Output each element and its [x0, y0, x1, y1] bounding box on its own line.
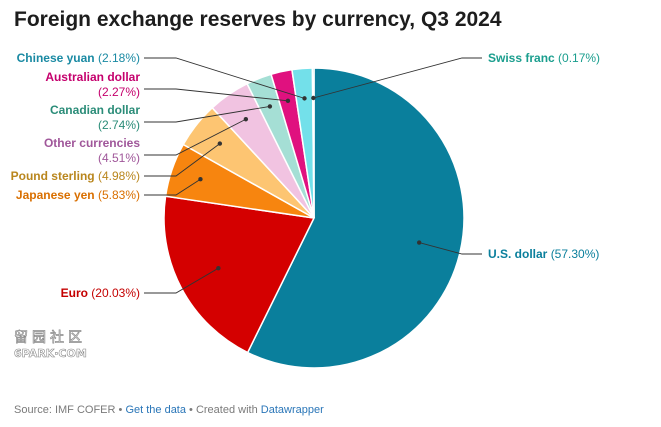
- leader-line-canadian-dollar: [144, 105, 270, 123]
- label-name-swiss-franc: Swiss franc: [488, 51, 558, 65]
- label-name-u-s-dollar: U.S. dollar: [488, 247, 551, 261]
- label-name-japanese-yen: Japanese yen: [16, 188, 98, 202]
- leader-dot-chinese-yuan: [302, 96, 307, 101]
- chart-title: Foreign exchange reserves by currency, Q…: [14, 8, 502, 31]
- label-value-u-s-dollar: (57.30%): [551, 247, 600, 261]
- leader-line-australian-dollar: [144, 88, 288, 102]
- label-name-pound-sterling: Pound sterling: [11, 169, 98, 183]
- label-australian-dollar: Australian dollar (2.27%): [45, 70, 140, 99]
- watermark-logo: 留园社区 6PARK·COM: [12, 326, 102, 362]
- label-value-swiss-franc: (0.17%): [558, 51, 600, 65]
- footer-separator: •: [115, 404, 126, 416]
- slice-swiss-franc: [311, 67, 315, 219]
- label-u-s-dollar: U.S. dollar (57.30%): [488, 247, 599, 261]
- pie-slices: [163, 67, 465, 369]
- slice-labels: U.S. dollar (57.30%) Euro (20.03%) Japanes…: [11, 51, 600, 300]
- label-swiss-franc: Swiss franc (0.17%): [488, 51, 600, 65]
- label-value-euro: (20.03%): [91, 286, 140, 300]
- label-canadian-dollar: Canadian dollar (2.74%): [50, 103, 140, 132]
- leader-line-u-s-dollar: [419, 242, 482, 255]
- leader-lines: [144, 57, 482, 294]
- label-name-chinese-yuan: Chinese yuan: [17, 51, 98, 65]
- label-value-pound-sterling: (4.98%): [98, 169, 140, 183]
- source-text: Source: IMF COFER: [14, 404, 116, 416]
- leader-line-chinese-yuan: [144, 57, 305, 99]
- label-value-japanese-yen: (5.83%): [98, 188, 140, 202]
- slice-u-s-dollar: [246, 67, 465, 369]
- label-pound-sterling: Pound sterling (4.98%): [11, 169, 140, 183]
- leader-line-pound-sterling: [144, 143, 221, 177]
- leader-line-swiss-franc: [313, 57, 482, 99]
- label-value-canadian-dollar: (2.74%): [98, 118, 140, 132]
- label-value-other-currencies: (4.51%): [98, 151, 140, 165]
- label-other-currencies: Other currencies (4.51%): [44, 136, 140, 165]
- label-name-euro: Euro: [61, 286, 92, 300]
- label-value-chinese-yuan: (2.18%): [98, 51, 140, 65]
- label-name-other-currencies: Other currencies: [44, 136, 140, 150]
- watermark-text: 留园社区: [14, 330, 86, 346]
- watermark-subtext: 6PARK·COM: [14, 347, 87, 360]
- footer-created-with: • Created with: [185, 404, 261, 416]
- get-the-data-link[interactable]: Get the data: [125, 404, 186, 416]
- slice-euro: [163, 195, 316, 354]
- label-name-canadian-dollar: Canadian dollar: [50, 103, 140, 117]
- leader-line-other-currencies: [144, 118, 247, 156]
- label-name-australian-dollar: Australian dollar: [45, 70, 140, 84]
- label-value-australian-dollar: (2.27%): [98, 85, 140, 99]
- leader-line-euro: [144, 267, 219, 294]
- label-japanese-yen: Japanese yen (5.83%): [16, 188, 140, 202]
- label-chinese-yuan: Chinese yuan (2.18%): [17, 51, 140, 65]
- datawrapper-link[interactable]: Datawrapper: [260, 404, 324, 416]
- chart-footer: Source: IMF COFER • Get the data • Creat…: [14, 404, 324, 416]
- leader-line-japanese-yen: [144, 178, 201, 196]
- label-euro: Euro (20.03%): [61, 286, 140, 300]
